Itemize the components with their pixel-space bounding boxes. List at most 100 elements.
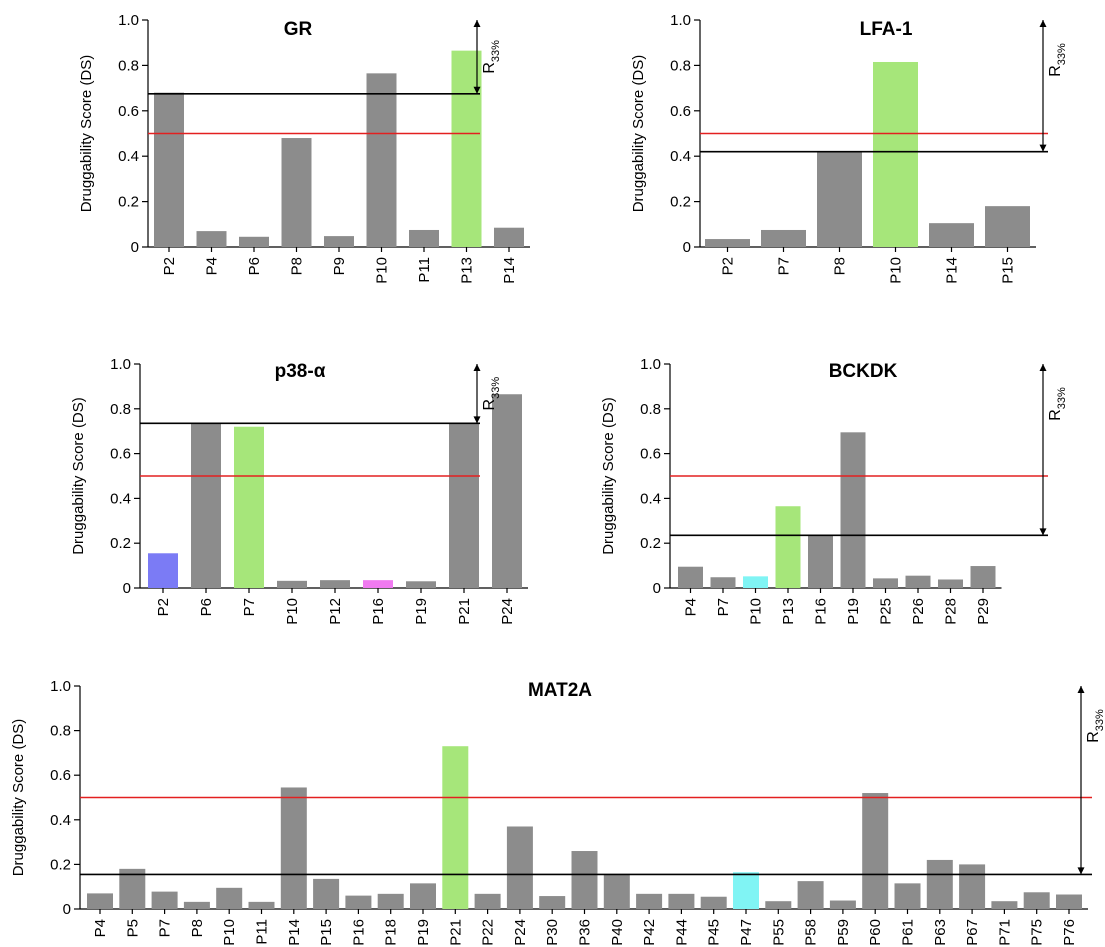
bar-p14 <box>929 223 974 247</box>
y-tick-label: 0 <box>123 580 131 597</box>
x-tick-label: P7 <box>241 598 258 616</box>
x-tick-label: P9 <box>331 257 348 275</box>
bar-p21 <box>449 423 479 588</box>
chart-bckdk: BCKDK Druggability Score (DS) 0 0.2 0.4 0.6 0.… <box>600 356 1068 625</box>
x-tick-label: P12 <box>327 598 344 625</box>
x-tick-label: P71 <box>996 919 1013 946</box>
x-tick-label: P55 <box>770 919 787 946</box>
y-tick-label: 0.2 <box>670 194 691 211</box>
bar-p5 <box>119 868 146 909</box>
x-tick-label: P76 <box>1061 919 1078 946</box>
x-tick-label: P4 <box>92 919 109 937</box>
r33-label-sub: 33% <box>1094 709 1105 731</box>
y-tick-label: 0 <box>683 239 691 256</box>
r33-arrowhead-bottom <box>1039 144 1047 152</box>
bar-p8 <box>183 901 210 909</box>
x-tick-label: P5 <box>124 919 141 937</box>
bar-p58 <box>797 881 824 909</box>
r33-arrowhead-bottom <box>473 86 481 94</box>
y-axis-label: Druggability Score (DS) <box>78 55 95 213</box>
x-tick-label: P19 <box>415 919 432 946</box>
x-tick-label: P61 <box>900 919 917 946</box>
r33-label-main: R <box>1047 65 1064 77</box>
x-tick-label: P10 <box>221 919 238 946</box>
bar-p2 <box>148 553 178 588</box>
x-tick-label: P22 <box>480 919 497 946</box>
x-tick-label: P24 <box>512 919 529 946</box>
r33-label-main: R <box>1047 409 1064 421</box>
bar-p4 <box>87 893 113 909</box>
y-tick-label: 1.0 <box>118 12 139 29</box>
bar-p11 <box>248 901 275 909</box>
y-tick-label: 0 <box>653 580 661 597</box>
bar-p42 <box>636 893 663 909</box>
bar-p15 <box>313 878 340 909</box>
chart-title: BCKDK <box>829 361 898 382</box>
r33-arrowhead-top <box>1039 364 1047 371</box>
bar-p15 <box>985 206 1030 247</box>
y-tick-label: 0.6 <box>670 103 691 120</box>
x-tick-label: P59 <box>835 919 852 946</box>
r33-label: R33% <box>481 377 502 411</box>
bar-p59 <box>829 900 856 909</box>
bar-p25 <box>873 578 898 588</box>
bar-p10 <box>743 576 768 588</box>
y-tick-label: 0.4 <box>110 490 131 507</box>
bar-p26 <box>905 575 931 588</box>
bar-p11 <box>409 229 439 247</box>
bar-p55 <box>765 901 792 909</box>
x-tick-label: P19 <box>413 598 430 625</box>
x-tick-label: P25 <box>878 598 895 625</box>
x-tick-label: P8 <box>189 919 206 937</box>
chart-title: p38-α <box>275 361 326 382</box>
x-tick-label: P67 <box>964 919 981 946</box>
bar-p36 <box>571 851 598 909</box>
x-tick-label: P13 <box>459 257 476 284</box>
bar-p76 <box>1056 894 1082 909</box>
bar-p2 <box>705 239 750 247</box>
x-tick-label: P58 <box>803 919 820 946</box>
y-tick-label: 1.0 <box>640 356 661 373</box>
y-tick-label: 0.8 <box>50 723 71 740</box>
chart-title: LFA-1 <box>860 19 913 40</box>
r33-arrowhead-top <box>1039 20 1047 27</box>
bar-p16 <box>363 580 393 588</box>
r33-label-main: R <box>1085 731 1102 743</box>
bar-p28 <box>938 579 963 588</box>
y-axis-label: Druggability Score (DS) <box>10 719 27 877</box>
bar-p21 <box>442 746 469 909</box>
y-tick-label: 0 <box>131 239 139 256</box>
x-tick-label: P36 <box>577 919 594 946</box>
y-tick-label: 0.6 <box>118 103 139 120</box>
bar-p22 <box>474 893 501 909</box>
x-tick-label: P24 <box>499 598 516 625</box>
bar-p19 <box>406 581 436 588</box>
r33-arrowhead-bottom <box>473 416 481 424</box>
x-tick-label: P6 <box>246 257 263 275</box>
r33-arrowhead-bottom <box>1077 867 1085 875</box>
bar-p61 <box>894 883 921 909</box>
x-tick-label: P7 <box>715 598 732 616</box>
x-tick-label: P8 <box>289 257 306 275</box>
x-tick-label: P7 <box>157 919 174 937</box>
bar-p13 <box>775 506 801 588</box>
bar-p12 <box>320 580 350 588</box>
x-tick-label: P21 <box>447 919 464 946</box>
y-tick-label: 0.4 <box>640 490 661 507</box>
r33-arrowhead-top <box>1077 686 1085 693</box>
y-tick-label: 0.6 <box>50 767 71 784</box>
x-tick-label: P21 <box>456 598 473 625</box>
x-tick-label: P29 <box>975 598 992 625</box>
bar-p19 <box>410 883 436 909</box>
x-tick-label: P14 <box>944 257 961 284</box>
x-tick-label: P44 <box>673 919 690 946</box>
y-tick-label: 0.2 <box>110 535 131 552</box>
bar-p29 <box>970 566 996 588</box>
y-tick-label: 0.4 <box>50 812 71 829</box>
bar-p14 <box>280 787 307 909</box>
x-tick-label: P11 <box>416 257 433 283</box>
r33-label-sub: 33% <box>1056 43 1068 65</box>
x-tick-label: P15 <box>318 919 335 946</box>
bar-p18 <box>377 893 404 909</box>
